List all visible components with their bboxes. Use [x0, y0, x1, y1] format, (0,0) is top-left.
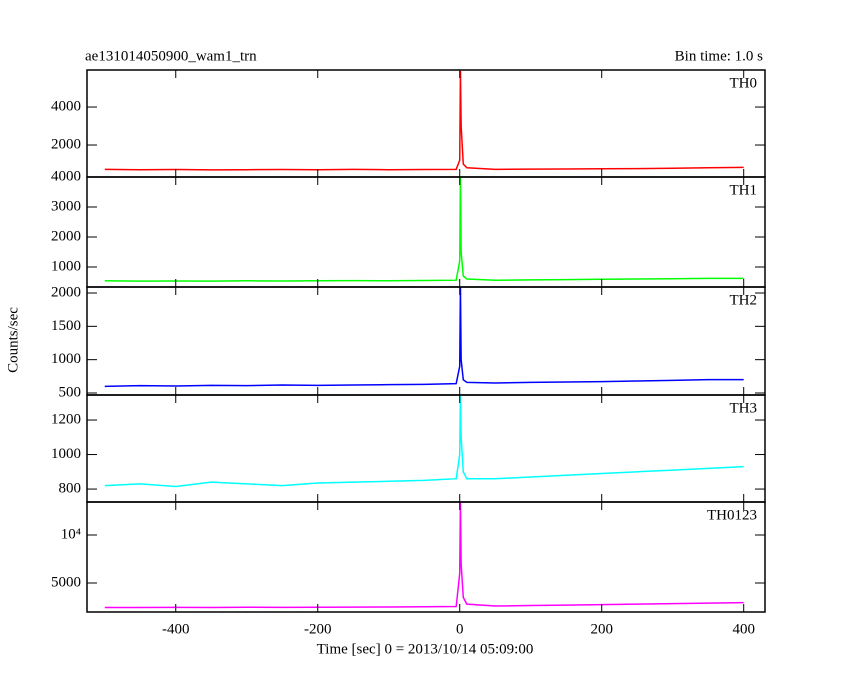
light-curve — [104, 70, 744, 171]
light-curve — [104, 177, 744, 282]
panel-frame — [86, 176, 766, 288]
panel-frame — [86, 69, 766, 178]
y-tick-label: 4000 — [51, 98, 81, 114]
x-axis-label: Time [sec] 0 = 2013/10/14 05:09:00 — [317, 641, 534, 657]
panel-label: TH2 — [730, 292, 758, 308]
x-tick-label: -400 — [162, 621, 190, 637]
y-tick-label: 1000 — [51, 351, 81, 367]
y-tick-label: 1200 — [51, 411, 81, 427]
y-tick-label: 1000 — [51, 258, 81, 274]
y-tick-label: 2000 — [51, 284, 81, 300]
x-tick-label: 200 — [590, 621, 613, 637]
y-tick-label: 800 — [59, 480, 82, 496]
y-tick-label: 10⁴ — [61, 526, 81, 542]
x-tick-label: 0 — [456, 621, 464, 637]
y-tick-label: 2000 — [51, 136, 81, 152]
y-tick-label: 3000 — [51, 198, 81, 214]
light-curve — [104, 395, 744, 488]
chart-title: ae131014050900_wam1_trn — [85, 48, 257, 64]
panel-label: TH1 — [730, 182, 758, 198]
bin-time: Bin time: 1.0 s — [675, 48, 764, 64]
y-tick-label: 5000 — [51, 574, 81, 590]
y-tick-label: 2000 — [51, 228, 81, 244]
panel-label: TH0123 — [707, 507, 757, 523]
light-curve — [104, 502, 744, 609]
panel-label: TH3 — [730, 400, 758, 416]
panel-label: TH0 — [730, 75, 758, 91]
panel-frame — [86, 501, 766, 613]
x-tick-label: -200 — [304, 621, 332, 637]
y-tick-label: 4000 — [51, 168, 81, 184]
panel-frame — [86, 394, 766, 503]
panel-frame — [86, 286, 766, 396]
light-curve — [104, 287, 744, 388]
x-tick-label: 400 — [732, 621, 755, 637]
y-tick-label: 1500 — [51, 318, 81, 334]
y-axis-label: Counts/sec — [5, 307, 21, 373]
y-tick-label: 500 — [59, 384, 82, 400]
y-tick-label: 1000 — [51, 446, 81, 462]
